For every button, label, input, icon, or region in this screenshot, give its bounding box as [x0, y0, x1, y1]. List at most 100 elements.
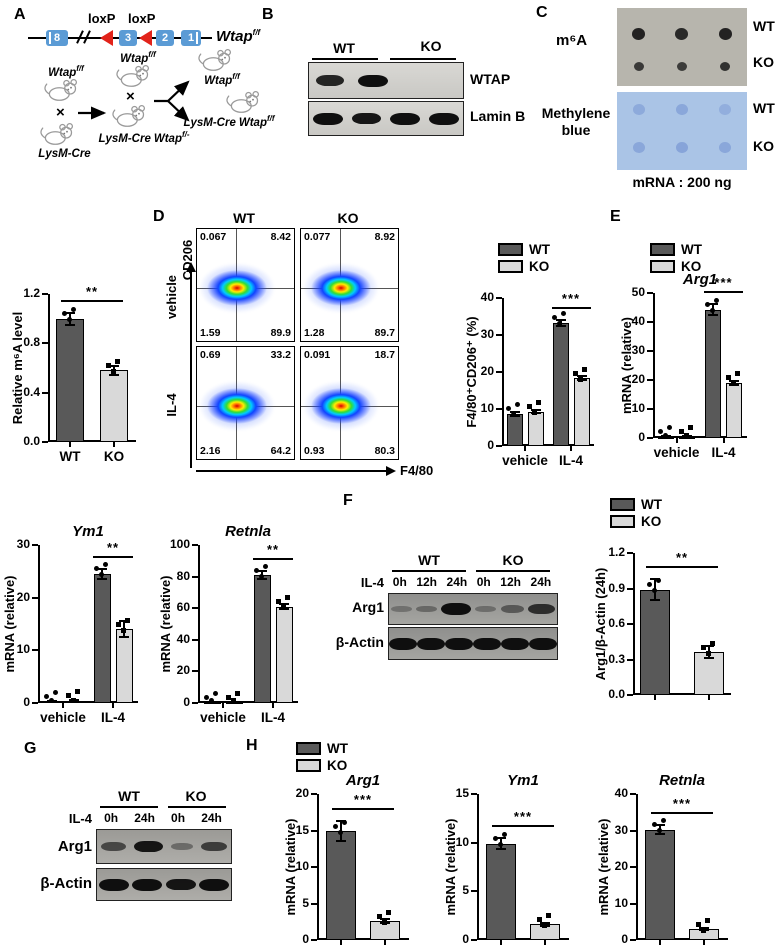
data-point [110, 368, 116, 374]
data-point [734, 371, 740, 377]
y-tick-label: 40 [631, 314, 645, 328]
flow-col-ko: KO [337, 210, 359, 226]
data-point [212, 690, 218, 696]
mouse-icon [44, 76, 80, 103]
data-point [381, 919, 387, 925]
panel-label-b: B [262, 6, 274, 23]
bar-wt [645, 829, 675, 940]
flow-plot-il4-wt: 0.69 33.2 2.16 64.2 [196, 346, 295, 460]
error-cap [650, 599, 660, 602]
group-underline [100, 806, 158, 808]
blot-band [500, 605, 524, 613]
data-point [284, 595, 290, 601]
error-cap [729, 379, 739, 382]
y-tick-label: 10 [16, 642, 30, 657]
y-tick-label: 50 [631, 285, 645, 299]
legend-e: WT KO [650, 242, 702, 276]
data-point [120, 627, 126, 633]
ko-legend-label: KO [529, 259, 550, 274]
il4-row-label: IL-4 [164, 393, 179, 417]
y-tick [647, 437, 653, 439]
methylene-label-line2: blue [561, 122, 591, 138]
x-series-label: KO [103, 449, 125, 464]
data-point [700, 644, 706, 650]
data-point [545, 912, 551, 918]
g-group-ko: KO [185, 788, 207, 804]
bar-ko [527, 411, 544, 446]
timepoint: 24h [134, 811, 155, 825]
significance-label: ** [106, 539, 120, 555]
y-tick [192, 670, 198, 673]
data-point [687, 425, 693, 431]
plot-frame [636, 794, 728, 940]
x-tick [272, 703, 274, 708]
y-tick-label: 40 [480, 290, 494, 304]
f1-bottom-label: LysM-Cre Wtapf/- [98, 130, 190, 145]
y-tick-label: 20 [631, 372, 645, 386]
error-cap [496, 837, 506, 840]
data-point [657, 429, 663, 435]
blot-dot [632, 28, 646, 40]
y-tick-label: 60 [176, 600, 190, 615]
cd206-axis-arrow [190, 272, 192, 468]
data-point [646, 582, 652, 588]
y-tick [42, 342, 48, 345]
x-tick [659, 940, 661, 945]
x-tick [340, 940, 342, 945]
y-tick-label: 15 [455, 786, 469, 800]
plot-frame [317, 794, 409, 940]
m6a-ko-dots [617, 62, 747, 71]
error-cap [119, 620, 129, 623]
error-cap [65, 323, 75, 326]
y-tick [647, 350, 653, 352]
data-point [61, 311, 67, 317]
significance-label: *** [672, 796, 692, 812]
plot-frame [502, 298, 594, 446]
blot-band [351, 112, 382, 125]
group-underline [392, 570, 466, 572]
bar-wt [93, 573, 111, 703]
cross-symbol: × [56, 104, 65, 121]
x-tick [544, 940, 546, 945]
data-point [713, 298, 719, 304]
ko-legend-label: KO [327, 758, 348, 773]
y-tick-label: 0 [487, 438, 494, 452]
y-tick-label: 5 [302, 895, 309, 910]
data-point [678, 429, 684, 435]
bar-wt [486, 843, 516, 940]
mouse-icon [116, 62, 152, 89]
m6a-membrane [617, 8, 747, 86]
data-point [65, 693, 71, 699]
y-tick [192, 575, 198, 578]
y-tick-label: 30 [480, 327, 494, 341]
f-il4-label: IL-4 [360, 575, 384, 590]
y-tick-label: 15 [295, 822, 309, 837]
data-point [666, 425, 672, 431]
y-tick [630, 866, 636, 868]
laminb-bands [309, 102, 463, 135]
y-tick [627, 658, 633, 661]
y-tick-label: 30 [16, 537, 30, 551]
quad-value: 89.9 [270, 327, 291, 339]
chart-retnla: Retnla mRNA (relative) 0 20 40 60 80 100 vehicle… [156, 515, 311, 740]
y-tick-label: 10 [455, 834, 469, 849]
data-point [262, 563, 268, 569]
f1-top-label: Wtapf/f [120, 50, 156, 65]
blot-band [475, 606, 497, 612]
error-cap [65, 311, 75, 314]
blot-dot [632, 142, 645, 153]
y-tick [647, 408, 653, 410]
x-category-label: IL-4 [711, 445, 736, 460]
x-tick [654, 695, 656, 700]
y-tick-label: 0.9 [608, 580, 625, 595]
mb-ko-label: KO [753, 138, 774, 154]
data-point [497, 842, 503, 848]
quad-value: 1.59 [200, 327, 221, 339]
chart-f480-cd206: F4/80⁺CD206⁺ (%) 0 10 20 30 40 vehicle IL-4 *** [462, 288, 602, 483]
ko-legend-label: KO [681, 259, 702, 274]
plot-frame [48, 294, 136, 442]
data-point [655, 578, 661, 584]
group-label-wt: WT [333, 40, 355, 56]
timepoint: 0h [476, 575, 491, 589]
blot-dot [719, 104, 732, 115]
